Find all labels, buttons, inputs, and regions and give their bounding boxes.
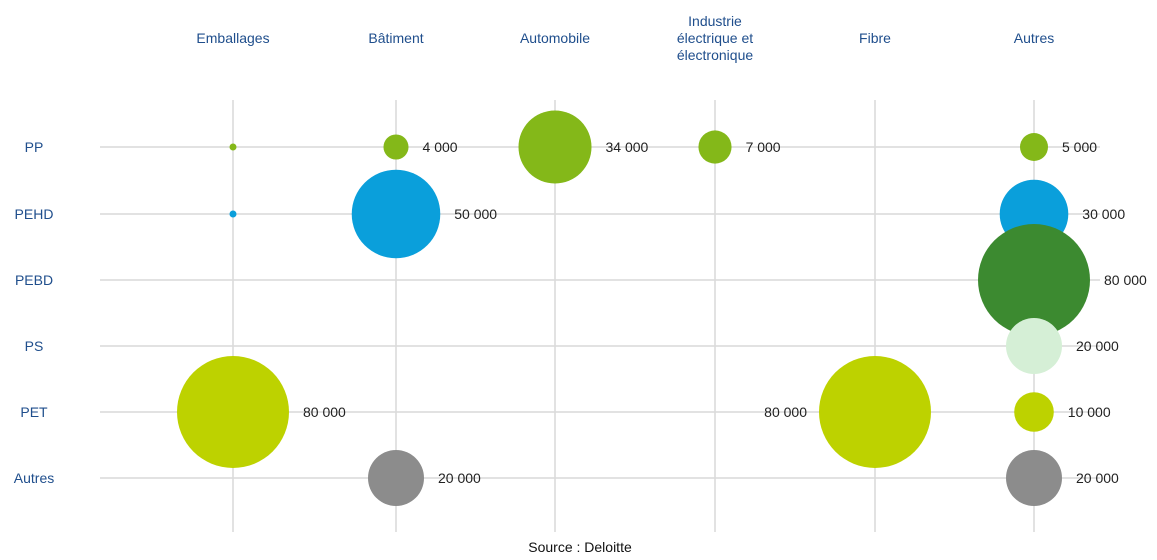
column-label-fibre: Fibre (859, 30, 891, 46)
bubble-industrie-electrique-et-electronique-pp (698, 130, 732, 164)
source-label: Source : Deloitte (528, 539, 632, 555)
bubble-fibre-pet (819, 356, 931, 468)
bubble-autres-pet (1014, 392, 1054, 432)
bubble-autres-ps (1006, 318, 1062, 374)
row-label-pehd: PEHD (15, 206, 54, 222)
row-labels: PP PEHD PEBD PS PET Autres (14, 139, 54, 486)
bubble-emballages-pehd (229, 210, 237, 218)
column-label-automobile: Automobile (520, 30, 590, 46)
row-label-ps: PS (25, 338, 44, 354)
column-label-autres: Autres (1014, 30, 1054, 46)
grid-lines (100, 100, 1100, 532)
data-label-autres-ps: 20 000 (1076, 338, 1119, 354)
data-label-autres-pebd: 80 000 (1104, 272, 1147, 288)
bubble-batiment-pp (383, 134, 409, 160)
bubble-autres-pebd (978, 224, 1090, 336)
bubble-automobile-pp (518, 110, 592, 184)
bubble-autres-autres (1006, 450, 1062, 506)
column-label-batiment: Bâtiment (368, 30, 423, 46)
row-label-pp: PP (25, 139, 44, 155)
data-label-autres-pehd: 30 000 (1082, 206, 1125, 222)
data-label-autres-pet: 10 000 (1068, 404, 1111, 420)
bubble-autres-pp (1020, 133, 1048, 161)
data-label-batiment-pp: 4 000 (423, 139, 458, 155)
bubble-emballages-pp (229, 143, 237, 151)
row-label-autres: Autres (14, 470, 54, 486)
data-label-emballages-pet: 80 000 (303, 404, 346, 420)
row-label-pet: PET (20, 404, 48, 420)
bubble-batiment-pehd (351, 169, 441, 259)
bubbles (177, 110, 1090, 506)
column-label-industrie-electrique-et-electronique: Industrie électrique et électronique (677, 13, 753, 63)
column-labels: Emballages Bâtiment Automobile Industrie éle… (196, 13, 1054, 63)
data-label-batiment-autres: 20 000 (438, 470, 481, 486)
data-label-automobile-pp: 34 000 (606, 139, 649, 155)
row-label-pebd: PEBD (15, 272, 53, 288)
data-label-fibre-pet: 80 000 (764, 404, 807, 420)
column-label-emballages: Emballages (196, 30, 269, 46)
data-label-autres-autres: 20 000 (1076, 470, 1119, 486)
data-label-autres-pp: 5 000 (1062, 139, 1097, 155)
bubble-batiment-autres (368, 450, 424, 506)
data-label-batiment-pehd: 50 000 (454, 206, 497, 222)
data-labels: 80 000 4 000 50 000 20 000 34 000 7 000 80 000… (303, 139, 1147, 486)
bubble-emballages-pet (177, 356, 289, 468)
data-label-industrie-electrique-et-electronique-pp: 7 000 (746, 139, 781, 155)
